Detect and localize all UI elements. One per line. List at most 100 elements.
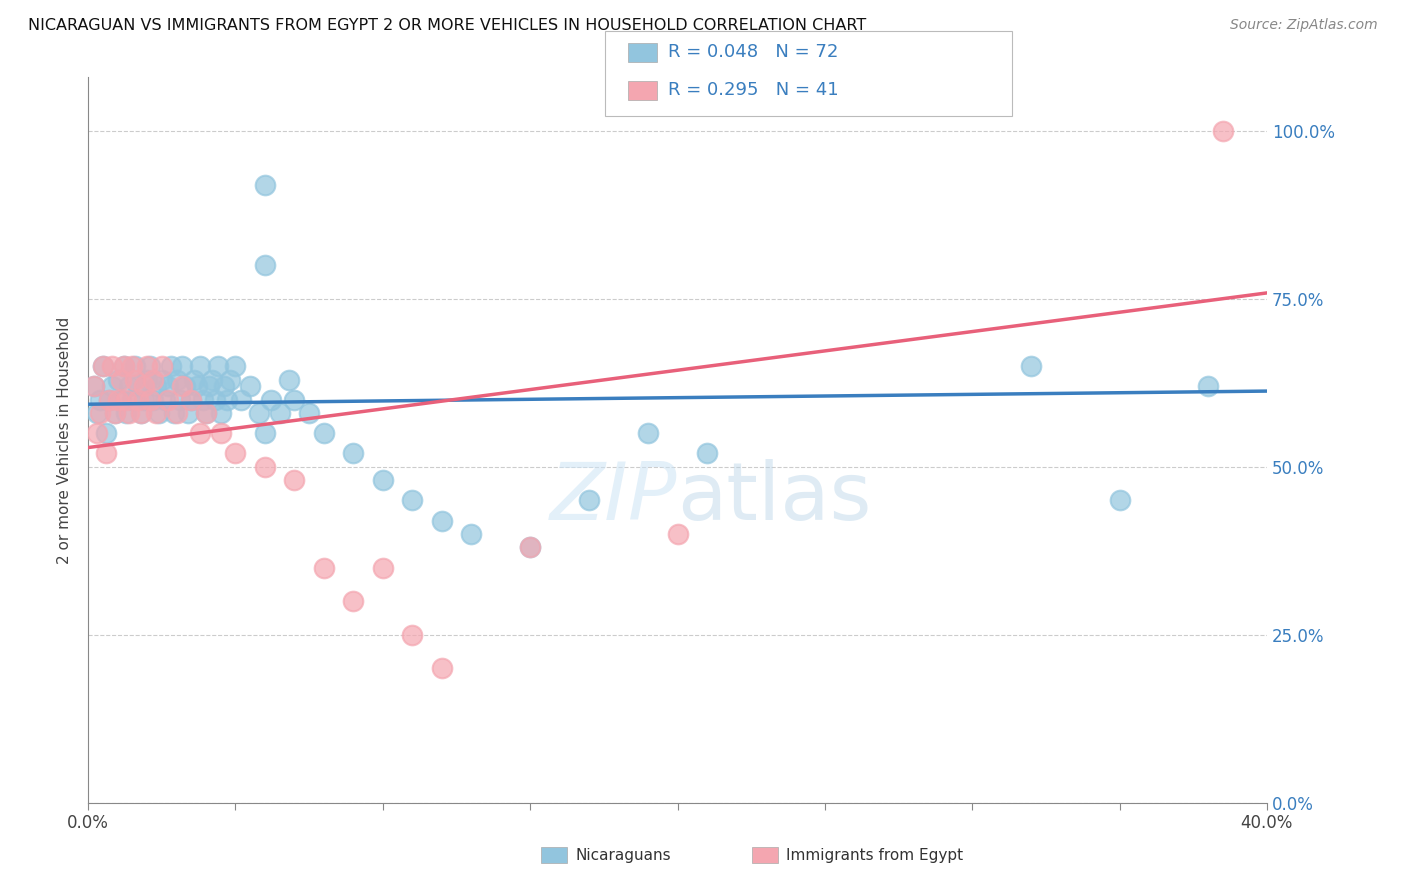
Point	[83, 379, 105, 393]
Point	[253, 178, 276, 192]
Point	[169, 392, 191, 407]
Point	[637, 426, 659, 441]
Point	[156, 379, 179, 393]
Point	[231, 392, 253, 407]
Point	[172, 379, 194, 393]
Point	[371, 560, 394, 574]
Point	[142, 373, 165, 387]
Point	[188, 426, 211, 441]
Point	[174, 379, 197, 393]
Text: Nicaraguans: Nicaraguans	[575, 848, 671, 863]
Point	[127, 392, 149, 407]
Point	[121, 359, 143, 373]
Point	[118, 406, 141, 420]
Point	[209, 406, 232, 420]
Point	[342, 446, 364, 460]
Point	[180, 392, 202, 407]
Text: atlas: atlas	[678, 459, 872, 537]
Point	[696, 446, 718, 460]
Text: R = 0.048   N = 72: R = 0.048 N = 72	[668, 44, 838, 62]
Point	[115, 406, 138, 420]
Point	[134, 379, 156, 393]
Point	[260, 392, 283, 407]
Point	[1108, 493, 1130, 508]
Point	[97, 392, 120, 407]
Point	[180, 392, 202, 407]
Point	[97, 392, 120, 407]
Text: R = 0.295   N = 41: R = 0.295 N = 41	[668, 81, 838, 99]
Point	[142, 392, 165, 407]
Point	[578, 493, 600, 508]
Point	[519, 541, 541, 555]
Point	[86, 426, 108, 441]
Point	[239, 379, 262, 393]
Point	[1197, 379, 1219, 393]
Point	[115, 392, 138, 407]
Point	[136, 359, 159, 373]
Point	[100, 359, 122, 373]
Point	[110, 373, 132, 387]
Point	[177, 406, 200, 420]
Point	[253, 459, 276, 474]
Point	[247, 406, 270, 420]
Point	[136, 373, 159, 387]
Point	[371, 473, 394, 487]
Point	[195, 406, 218, 420]
Point	[112, 359, 135, 373]
Point	[430, 661, 453, 675]
Point	[191, 392, 214, 407]
Point	[342, 594, 364, 608]
Point	[183, 373, 205, 387]
Point	[148, 406, 170, 420]
Point	[107, 392, 129, 407]
Y-axis label: 2 or more Vehicles in Household: 2 or more Vehicles in Household	[58, 317, 72, 564]
Point	[1212, 124, 1234, 138]
Point	[112, 359, 135, 373]
Point	[134, 392, 156, 407]
Point	[89, 392, 111, 407]
Point	[153, 392, 176, 407]
Point	[100, 379, 122, 393]
Point	[204, 392, 226, 407]
Point	[253, 426, 276, 441]
Text: Immigrants from Egypt: Immigrants from Egypt	[786, 848, 963, 863]
Point	[224, 359, 246, 373]
Point	[91, 359, 114, 373]
Point	[312, 426, 335, 441]
Point	[519, 541, 541, 555]
Point	[150, 359, 173, 373]
Point	[104, 406, 127, 420]
Point	[283, 392, 305, 407]
Point	[298, 406, 321, 420]
Point	[253, 259, 276, 273]
Point	[212, 379, 235, 393]
Point	[283, 473, 305, 487]
Point	[277, 373, 299, 387]
Point	[401, 628, 423, 642]
Point	[107, 373, 129, 387]
Point	[86, 406, 108, 420]
Point	[94, 426, 117, 441]
Point	[172, 359, 194, 373]
Point	[1019, 359, 1042, 373]
Point	[124, 373, 146, 387]
Point	[110, 392, 132, 407]
Point	[430, 514, 453, 528]
Point	[139, 392, 162, 407]
Point	[312, 560, 335, 574]
Point	[198, 379, 221, 393]
Text: NICARAGUAN VS IMMIGRANTS FROM EGYPT 2 OR MORE VEHICLES IN HOUSEHOLD CORRELATION : NICARAGUAN VS IMMIGRANTS FROM EGYPT 2 OR…	[28, 18, 866, 33]
Point	[201, 373, 224, 387]
Point	[188, 359, 211, 373]
Point	[401, 493, 423, 508]
Point	[91, 359, 114, 373]
Point	[207, 359, 229, 373]
Text: ZIP: ZIP	[550, 459, 678, 537]
Point	[139, 359, 162, 373]
Point	[186, 379, 208, 393]
Point	[166, 373, 188, 387]
Point	[224, 446, 246, 460]
Point	[83, 379, 105, 393]
Point	[159, 359, 181, 373]
Point	[209, 426, 232, 441]
